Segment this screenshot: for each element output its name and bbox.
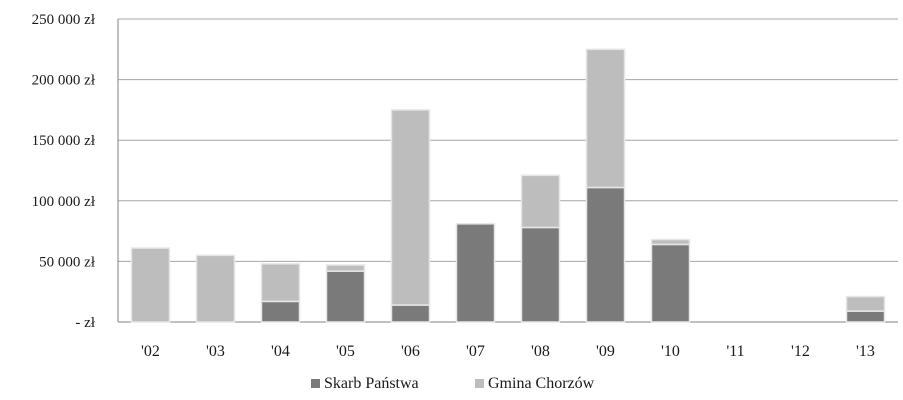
bar-segment bbox=[195, 254, 236, 323]
bar-segment bbox=[520, 226, 561, 323]
bar-segment bbox=[585, 186, 626, 323]
x-tick-label: '07 bbox=[466, 343, 485, 360]
y-tick-label: 100 000 zł bbox=[32, 194, 96, 210]
x-tick-label: '04 bbox=[271, 343, 290, 360]
x-tick-label: '09 bbox=[596, 343, 615, 360]
x-tick-label: '06 bbox=[401, 343, 420, 360]
bar-segment bbox=[455, 223, 496, 323]
x-tick-label: '11 bbox=[726, 343, 744, 360]
bar-segment bbox=[130, 247, 171, 323]
x-tick-label: '02 bbox=[141, 343, 160, 360]
bar-segment bbox=[650, 238, 691, 246]
y-tick-label: 150 000 zł bbox=[32, 133, 96, 149]
legend-label: Skarb Państwa bbox=[324, 375, 419, 392]
x-tick-label: '12 bbox=[791, 343, 810, 360]
x-tick-label: '08 bbox=[531, 343, 550, 360]
bar-segment bbox=[845, 310, 886, 323]
bar-segment bbox=[260, 263, 301, 303]
legend-swatch bbox=[311, 379, 320, 388]
bars bbox=[130, 48, 886, 323]
x-tick-label: '13 bbox=[856, 343, 875, 360]
bar-segment bbox=[845, 295, 886, 312]
legend-swatch bbox=[475, 379, 484, 388]
legend: Skarb Państwa Gmina Chorzów bbox=[311, 375, 595, 392]
x-tick-label: '10 bbox=[661, 343, 680, 360]
bar-segment bbox=[650, 243, 691, 323]
bar-segment bbox=[325, 270, 366, 323]
bar-segment bbox=[325, 264, 366, 272]
bar-segment bbox=[260, 300, 301, 323]
y-tick-label: 250 000 zł bbox=[32, 12, 96, 28]
x-tick-label: '05 bbox=[336, 343, 355, 360]
y-tick-label: - zł bbox=[75, 315, 95, 331]
x-tick-label: '03 bbox=[206, 343, 225, 360]
bar-segment bbox=[390, 304, 431, 323]
bar-segment bbox=[520, 174, 561, 229]
bar-segment bbox=[585, 48, 626, 189]
bar-segment bbox=[390, 109, 431, 306]
y-tick-label: 50 000 zł bbox=[39, 254, 96, 270]
y-axis-tick-labels: - zł 50 000 zł 100 000 zł 150 000 zł 200 000… bbox=[32, 12, 96, 331]
gridlines bbox=[117, 18, 898, 323]
x-axis-tick-labels: '02 '03 '04 '05 '06 '07 '08 '09 '10 '11 '12 '13 bbox=[141, 343, 875, 360]
legend-label: Gmina Chorzów bbox=[488, 375, 595, 392]
y-tick-label: 200 000 zł bbox=[32, 73, 96, 89]
